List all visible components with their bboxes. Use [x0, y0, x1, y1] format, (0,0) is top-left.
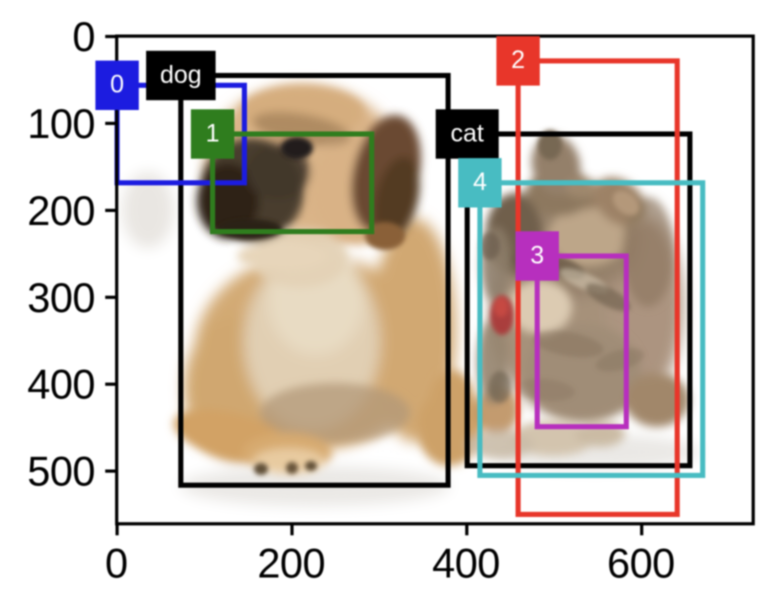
svg-text:cat: cat: [451, 119, 484, 147]
svg-text:400: 400: [27, 361, 95, 408]
svg-text:0: 0: [72, 13, 95, 60]
svg-text:500: 500: [27, 448, 95, 495]
svg-text:600: 600: [607, 540, 675, 587]
svg-text:1: 1: [206, 119, 220, 147]
svg-text:0: 0: [110, 71, 124, 99]
svg-text:2: 2: [511, 46, 525, 74]
svg-text:100: 100: [27, 100, 95, 147]
svg-text:3: 3: [530, 241, 544, 269]
svg-text:200: 200: [27, 187, 95, 234]
svg-text:0: 0: [105, 540, 128, 587]
svg-text:200: 200: [257, 540, 325, 587]
svg-text:300: 300: [27, 274, 95, 321]
svg-text:dog: dog: [160, 61, 202, 89]
svg-text:4: 4: [473, 168, 487, 196]
svg-text:400: 400: [432, 540, 500, 587]
